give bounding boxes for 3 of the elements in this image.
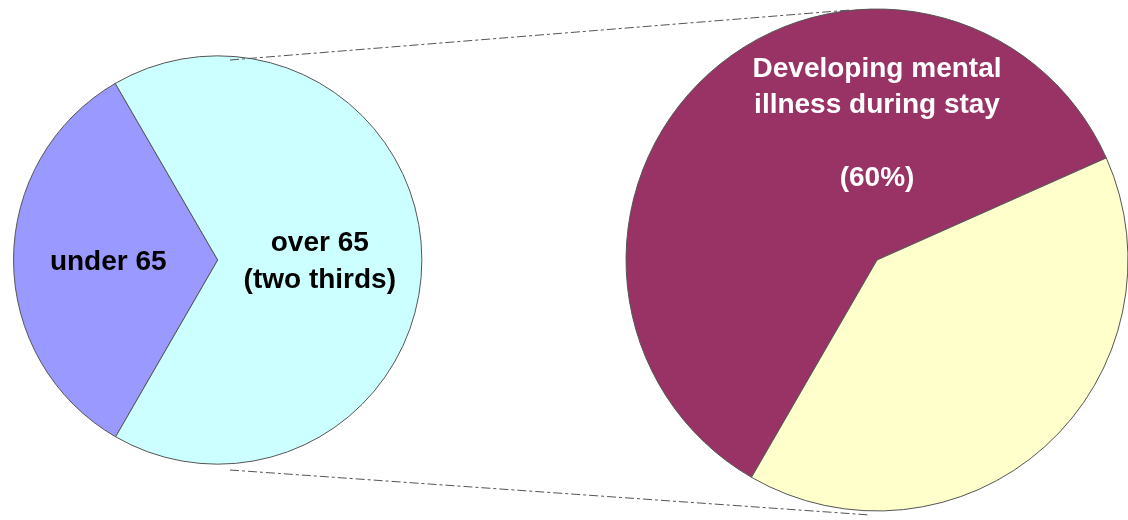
slice-label: under 65 [49,244,167,276]
slice-label: over 65 (two thirds) [243,226,396,294]
category-label: Developing mental illness during stay (60%) [752,51,1002,192]
